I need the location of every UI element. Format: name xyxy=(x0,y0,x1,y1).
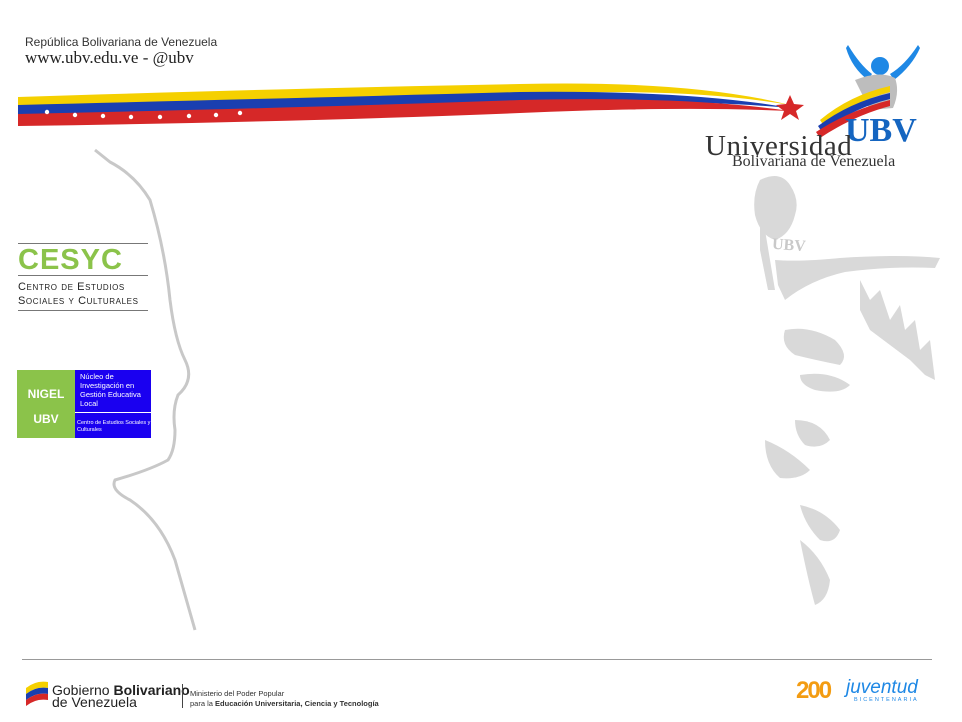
cesyc-title: CESYC xyxy=(18,244,123,276)
ministry-separator xyxy=(182,684,183,708)
cesyc-logo: CESYC Centro de Estudios Sociales y Cult… xyxy=(18,243,148,311)
university-subtitle: Bolivariana de Venezuela xyxy=(732,153,896,170)
ministry-line2: para la Educación Universitaria, Ciencia… xyxy=(190,699,379,708)
nigel-description: Núcleo de Investigación en Gestión Educa… xyxy=(80,372,141,408)
nigel-logo: NIGEL UBV Núcleo de Investigación en Ges… xyxy=(17,370,151,438)
ministry-prefix: para la xyxy=(190,699,216,708)
banner-stars xyxy=(44,109,243,120)
gobierno-line1: Gobierno Bolivariano xyxy=(52,683,190,697)
ubv-acronym: UBV xyxy=(845,112,917,149)
cesyc-top-rule xyxy=(18,243,148,244)
juventud-bicentenaria-logo: 200 juventud BICENTENARIA xyxy=(796,673,936,713)
nigel-centro: Centro de Estudios Sociales y Culturales xyxy=(77,420,151,433)
gobierno-bold: Bolivariano xyxy=(113,682,190,698)
ministry-line1: Ministerio del Poder Popular xyxy=(190,689,285,698)
venezuela-flag-icon xyxy=(26,681,48,706)
banner-red-stripe xyxy=(18,99,790,126)
header-country: República Bolivariana de Venezuela xyxy=(25,35,218,49)
cesyc-line2: Sociales y Culturales xyxy=(18,295,139,307)
header-website: www.ubv.edu.ve - @ubv xyxy=(25,48,194,67)
nigel-blue-panel: Núcleo de Investigación en Gestión Educa… xyxy=(75,370,151,438)
cesyc-mid-rule xyxy=(18,275,148,276)
nigel-divider xyxy=(75,412,151,413)
footer-rule xyxy=(22,659,932,660)
nigel-ubv: UBV xyxy=(33,412,59,426)
nigel-green-panel: NIGEL UBV xyxy=(17,370,75,438)
ubv-logo-icon xyxy=(816,45,920,138)
bicentennial-number: 200 xyxy=(796,677,832,704)
ministry-bold: Educación Universitaria, Ciencia y Tecno… xyxy=(215,699,379,708)
tricolor-banner xyxy=(18,83,804,126)
background-silhouette-art xyxy=(94,148,940,631)
bicentennial-sub: BICENTENARIA xyxy=(854,697,919,703)
nigel-name: NIGEL xyxy=(27,387,65,401)
cesyc-bottom-rule xyxy=(18,310,148,311)
gobierno-word: Gobierno xyxy=(52,682,114,698)
university-word: Universidad xyxy=(705,130,853,162)
profile-outline xyxy=(94,148,197,631)
banner-star-icon xyxy=(776,95,804,120)
gobierno-line2: de Venezuela xyxy=(52,694,137,710)
ubv-watermark-text: UBV xyxy=(771,235,807,256)
bicentennial-word: juventud xyxy=(846,677,918,698)
portrait-watermark xyxy=(754,176,940,605)
cesyc-line1: Centro de Estudios xyxy=(18,281,125,293)
